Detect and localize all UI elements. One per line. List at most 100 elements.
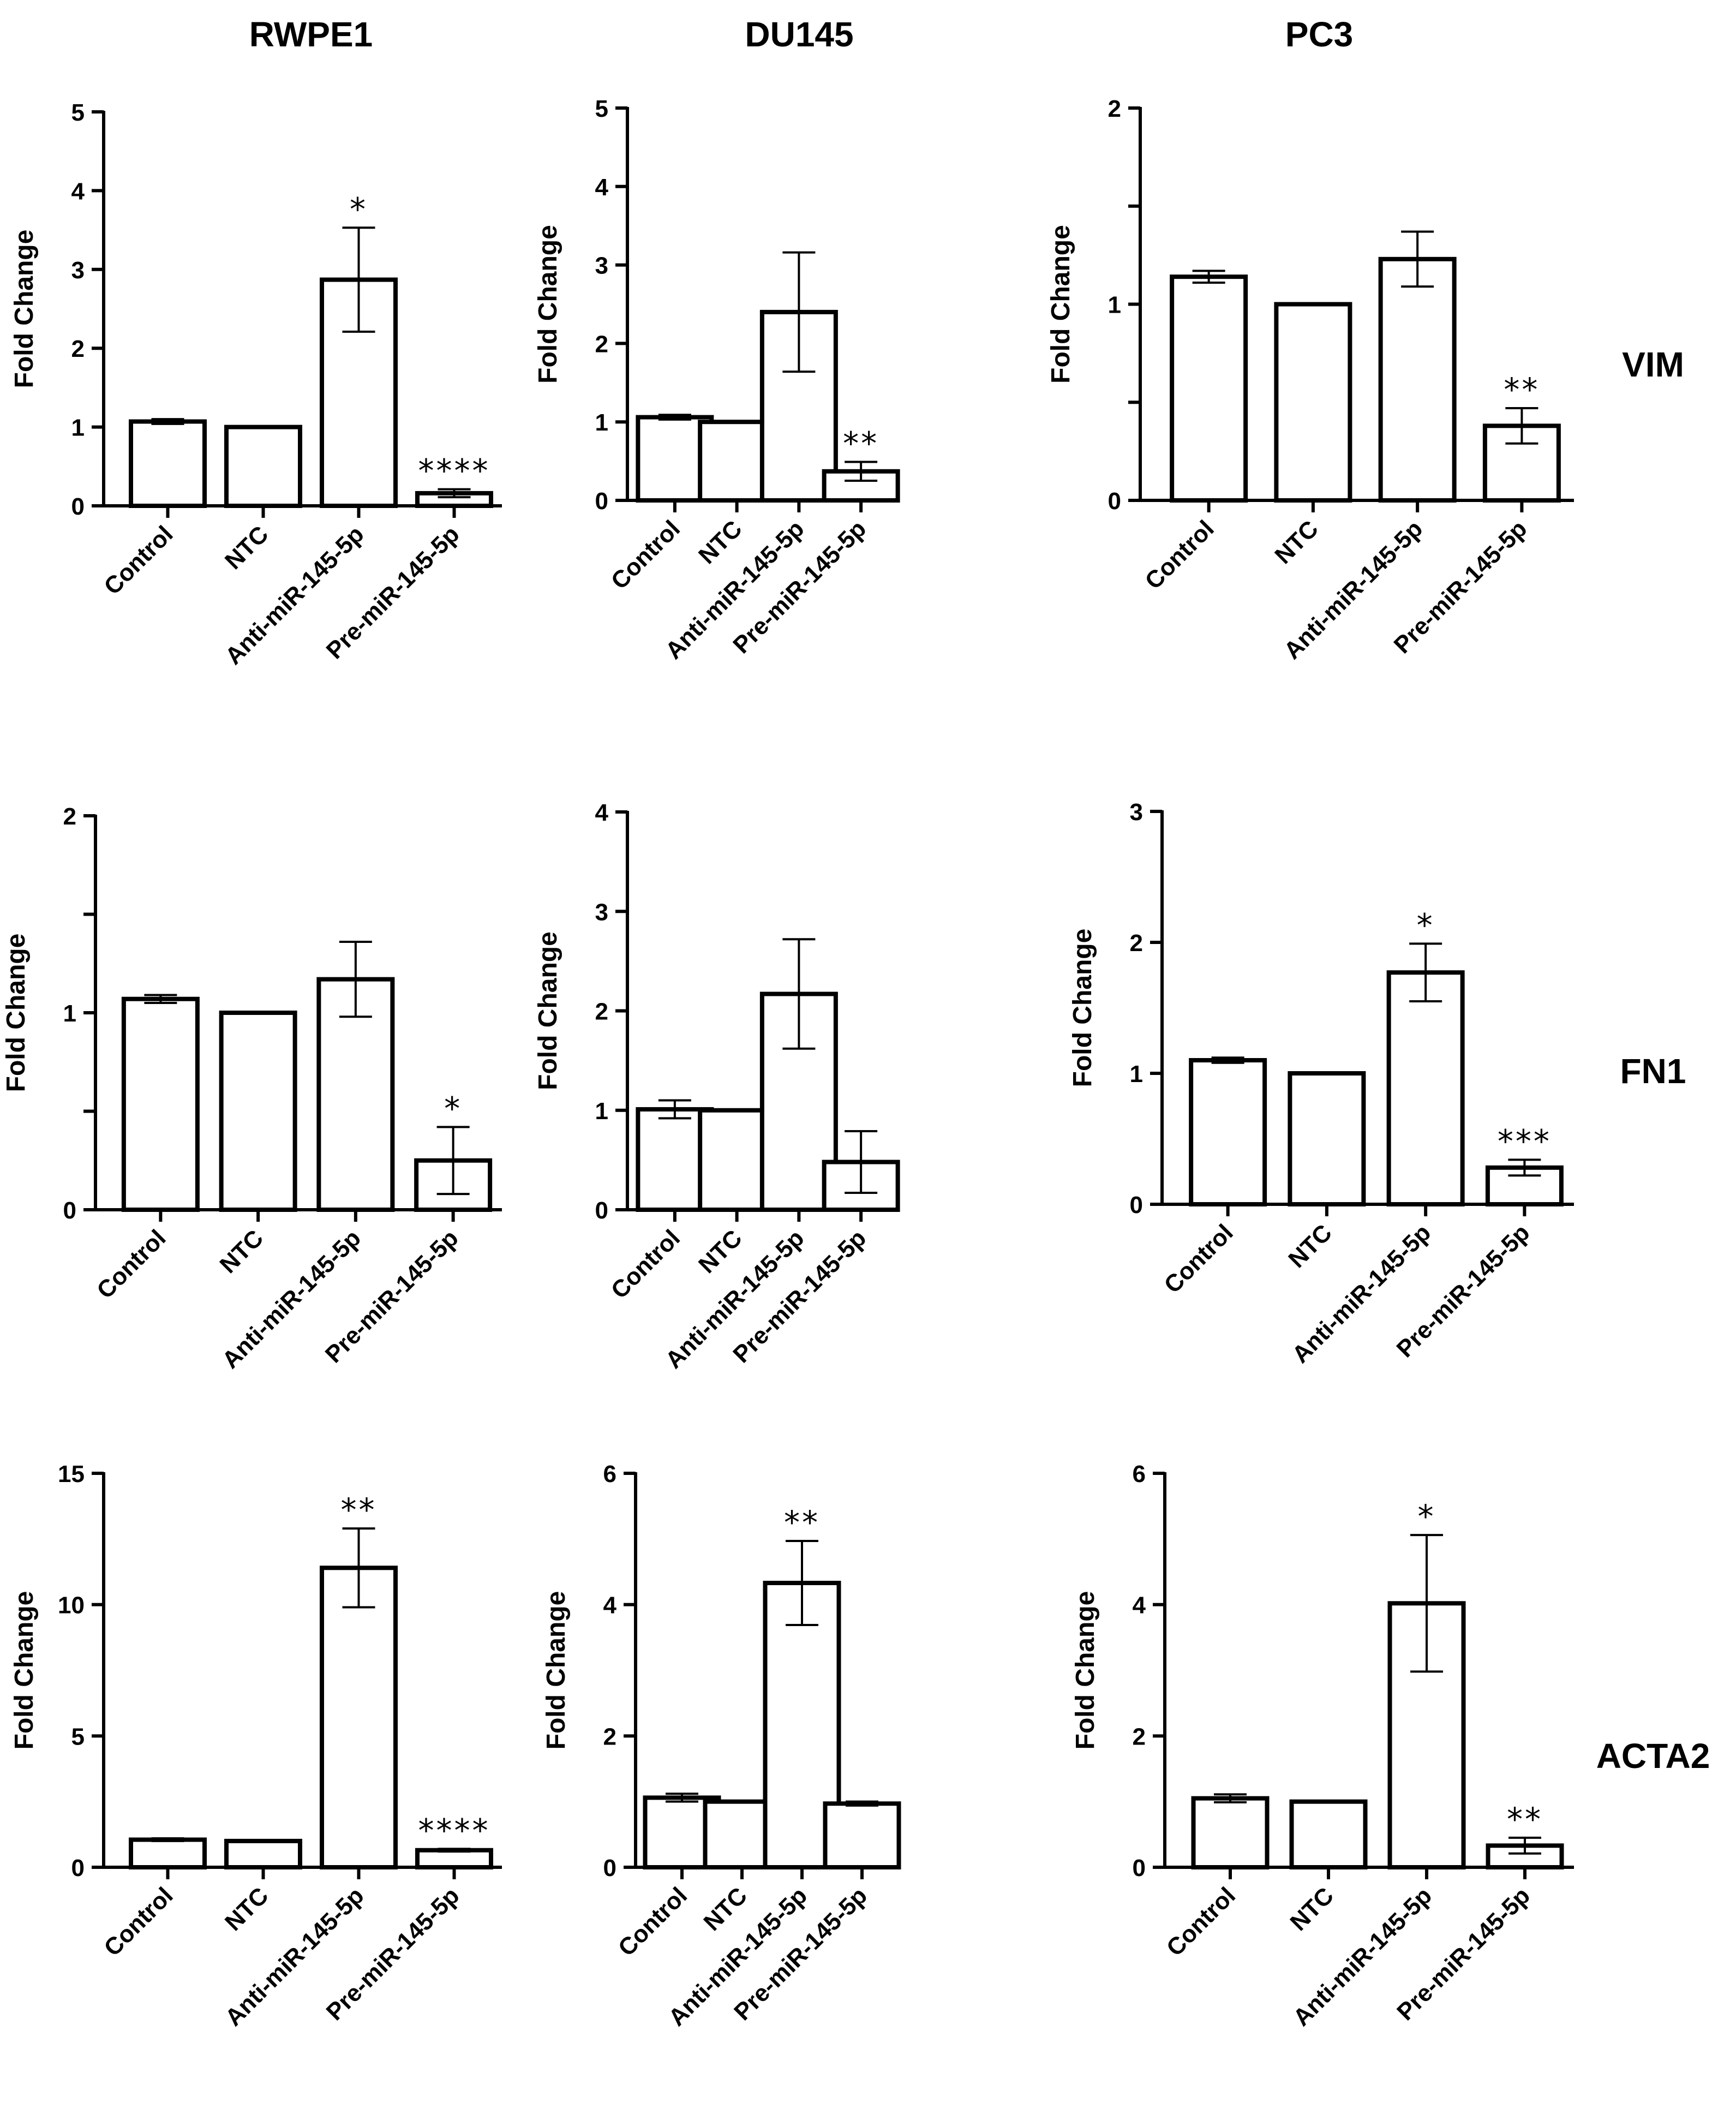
y-tick-label: 3 [595,253,608,279]
x-tick-label: NTC [693,1224,747,1278]
y-tick-label: 3 [71,257,85,284]
y-tick-label: 2 [1130,930,1143,957]
y-tick-label: 0 [63,1197,76,1224]
significance-marker: ** [1507,1801,1543,1838]
significance-marker: ** [784,1504,820,1541]
y-tick-label: 4 [71,178,85,205]
y-tick-label: 5 [595,95,608,122]
significance-marker: * [1417,906,1435,943]
y-tick-label: 5 [71,1723,85,1750]
y-tick-label: 0 [1108,488,1121,515]
y-tick-label: 4 [595,799,609,826]
significance-marker: ** [1504,371,1540,408]
x-tick-label: NTC [220,521,274,575]
x-tick-label: Control [613,1882,692,1961]
y-tick-label: 2 [595,331,608,357]
bar-pre-mir-145-5p [823,1801,901,1869]
y-axis-title: Fold Change [10,1591,39,1750]
bar-ntc [219,1011,297,1212]
x-tick-label: NTC [220,1882,274,1936]
x-tick-label: Control [1140,515,1219,594]
column-title-du145: DU145 [745,15,853,54]
x-tick-label: NTC [1283,1219,1337,1273]
x-tick-label: NTC [1270,515,1324,569]
x-tick-label: NTC [1285,1882,1339,1936]
y-tick-label: 2 [603,1723,616,1750]
y-tick-label: 1 [71,415,85,441]
y-tick-label: 0 [71,493,85,520]
bar-ntc [224,425,302,508]
bar-ntc [1289,1799,1368,1870]
y-tick-label: 2 [71,336,85,362]
column-title-rwpe1: RWPE1 [249,15,373,54]
y-tick-label: 2 [1133,1723,1146,1750]
x-tick-label: NTC [698,1882,752,1936]
y-tick-label: 0 [1133,1855,1146,1881]
bar-pre-mir-145-5p [415,1848,493,1870]
x-tick-label: Control [1162,1882,1241,1961]
y-tick-label: 2 [1108,95,1121,122]
y-tick-label: 1 [595,1098,608,1125]
x-tick-label: NTC [215,1224,269,1278]
bar-ntc [224,1838,302,1870]
bar-control [1191,1796,1270,1869]
y-axis-title: Fold Change [534,225,562,384]
bar-ntc [1288,1071,1366,1206]
y-tick-label: 0 [595,1197,608,1224]
significance-marker: * [350,190,368,228]
y-tick-label: 2 [595,999,608,1025]
y-tick-label: 2 [63,803,76,830]
bar-control [1189,1058,1267,1206]
significance-marker: **** [418,452,490,489]
x-tick-label: Control [92,1224,171,1304]
significance-marker: *** [1498,1122,1552,1160]
y-tick-label: 4 [595,174,609,201]
y-axis-title: Fold Change [542,1591,571,1750]
y-tick-label: 4 [603,1592,617,1619]
y-tick-label: 0 [71,1855,85,1881]
bar-control [1170,274,1248,503]
y-tick-label: 1 [63,1000,76,1027]
significance-marker: ** [843,425,879,462]
y-tick-label: 1 [1108,292,1121,319]
column-title-pc3: PC3 [1285,15,1354,54]
y-tick-label: 1 [1130,1061,1143,1088]
significance-marker: **** [418,1812,490,1849]
bar-control [121,996,200,1212]
y-tick-label: 15 [58,1461,85,1487]
y-tick-label: 4 [1133,1592,1146,1619]
y-tick-label: 0 [1130,1192,1143,1218]
bar-control [129,1837,207,1869]
x-tick-label: Control [606,515,685,594]
y-tick-label: 1 [595,409,608,436]
y-axis-title: Fold Change [1068,929,1097,1088]
bar-anti-mir-145-5p [320,277,398,509]
row-label-fn1: FN1 [1620,1052,1686,1091]
x-tick-label: Control [99,1882,178,1961]
y-axis-title: Fold Change [1046,225,1075,384]
y-tick-label: 6 [1133,1461,1146,1487]
bar-control [129,419,207,508]
x-tick-label: Control [1159,1219,1238,1298]
row-label-acta2: ACTA2 [1596,1736,1710,1776]
y-tick-label: 6 [603,1461,616,1487]
y-axis-title: Fold Change [10,230,39,389]
bar-anti-mir-145-5p [1386,970,1465,1206]
significance-marker: * [444,1090,462,1127]
significance-marker: * [1418,1498,1436,1535]
x-tick-label: Control [99,521,178,600]
y-tick-label: 3 [595,899,608,925]
bar-anti-mir-145-5p [320,1566,398,1869]
y-axis-title: Fold Change [534,931,562,1090]
x-tick-label: NTC [693,515,747,569]
